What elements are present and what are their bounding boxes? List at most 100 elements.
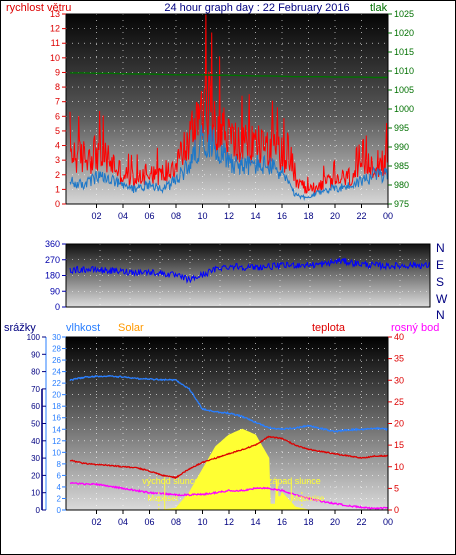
moonset-label: Moonset: [147, 494, 178, 503]
humidity-tick-label: 24: [52, 368, 61, 377]
climate-x-tick-label: 18: [303, 517, 313, 527]
humidity-tick-label: 22: [52, 379, 61, 388]
graph-title: 24 hour graph day : 22 February 2016: [164, 2, 349, 14]
compass-label: N: [436, 308, 445, 322]
wind-x-tick-label: 22: [356, 211, 366, 221]
direction-tick-label: 90: [50, 286, 60, 296]
rain-tick-label: 30: [31, 454, 40, 463]
climate-x-tick-label: 22: [356, 517, 366, 527]
wind-tick-label: 2: [55, 170, 60, 180]
humidity-tick-label: 10: [52, 448, 61, 457]
climate-x-tick-label: 20: [330, 517, 340, 527]
wind-marks: [69, 13, 389, 201]
pressure-tick-label: 1005: [394, 85, 414, 95]
humidity-tick-label: 2: [57, 494, 62, 503]
temperature-label: teplota: [312, 322, 346, 334]
wind-speed-line: [69, 13, 389, 196]
temperature-tick-label: 0: [394, 505, 399, 515]
humidity-tick-label: 28: [52, 345, 61, 354]
pressure-tick-label: 1015: [394, 47, 414, 57]
rain-tick-label: 20: [31, 471, 40, 480]
rain-tick-label: 10: [31, 489, 40, 498]
pressure-tick-label: 980: [394, 180, 409, 190]
wind-axes: 0123456789101112139759809859909951000100…: [50, 9, 414, 221]
rain-tick-label: 90: [31, 350, 40, 359]
compass-label: E: [436, 258, 444, 272]
climate-x-tick-label: 10: [197, 517, 207, 527]
humidity-tick-label: 16: [52, 414, 61, 423]
wind-x-tick-label: 10: [197, 211, 207, 221]
temperature-line: [69, 435, 389, 480]
humidity-temperature-panel: východ slunce západ slunce Moonset Moonrise…: [27, 332, 404, 527]
direction-tick-label: 180: [45, 271, 60, 281]
wind-tick-label: 9: [55, 67, 60, 77]
wind-tick-label: 6: [55, 111, 60, 121]
wind-tick-label: 1: [55, 184, 60, 194]
wind-tick-label: 13: [50, 9, 60, 19]
rain-label: srážky: [4, 322, 36, 334]
humidity-tick-label: 30: [52, 333, 61, 342]
pressure-tick-label: 975: [394, 199, 409, 209]
solar-label: Solar: [118, 322, 144, 334]
humidity-tick-label: 14: [52, 425, 61, 434]
temperature-tick-label: 35: [394, 354, 404, 364]
direction-marks: [69, 257, 431, 284]
wind-tick-label: 3: [55, 155, 60, 165]
sunrise-label: východ slunce: [142, 476, 199, 486]
humidity-tick-label: 6: [57, 471, 62, 480]
wind-tick-label: 5: [55, 126, 60, 136]
climate-x-tick-label: 06: [144, 517, 154, 527]
temperature-tick-label: 10: [394, 462, 404, 472]
climate-marks: východ slunce západ slunce Moonset Moonrise: [69, 374, 389, 511]
wind-x-tick-label: 20: [330, 211, 340, 221]
gust-speed-line: [69, 125, 389, 201]
temperature-tick-label: 25: [394, 397, 404, 407]
wind-x-tick-label: 18: [303, 211, 313, 221]
compass-label: S: [436, 275, 444, 289]
humidity-tick-label: 0: [57, 506, 62, 515]
dew-point-label: rosný bod: [391, 322, 439, 334]
wind-x-tick-label: 14: [250, 211, 260, 221]
climate-x-tick-label: 04: [118, 517, 128, 527]
wind-plot-background: [66, 14, 388, 204]
temperature-tick-label: 5: [394, 483, 399, 493]
humidity-tick-label: 20: [52, 391, 61, 400]
pressure-tick-label: 1000: [394, 104, 414, 114]
wind-tick-label: 4: [55, 141, 60, 151]
sunset-label: západ slunce: [268, 476, 321, 486]
rain-tick-label: 70: [31, 385, 40, 394]
humidity-tick-label: 8: [57, 460, 62, 469]
wind-x-tick-label: 04: [118, 211, 128, 221]
temperature-tick-label: 20: [394, 419, 404, 429]
climate-x-tick-label: 02: [91, 517, 101, 527]
pressure-tick-label: 1020: [394, 28, 414, 38]
moonrise-label: Moonrise: [291, 494, 324, 503]
climate-x-tick-label: 08: [171, 517, 181, 527]
direction-tick-label: 270: [45, 255, 60, 265]
dew-point-line: [69, 481, 389, 510]
wind-speed-label: rychlost větru: [6, 2, 71, 14]
wind-tick-label: 0: [55, 199, 60, 209]
temperature-tick-label: 30: [394, 375, 404, 385]
humidity-tick-label: 18: [52, 402, 61, 411]
compass-label: N: [436, 241, 445, 255]
climate-x-tick-label: 16: [277, 517, 287, 527]
climate-x-tick-label: 12: [224, 517, 234, 527]
wind-x-tick-label: 16: [277, 211, 287, 221]
rain-tick-label: 80: [31, 368, 40, 377]
wind-direction-line: [69, 257, 431, 284]
pressure-tick-label: 985: [394, 161, 409, 171]
rain-tick-label: 50: [31, 420, 40, 429]
wind-x-tick-label: 08: [171, 211, 181, 221]
rain-tick-label: 0: [36, 506, 41, 515]
wind-tick-label: 11: [51, 38, 60, 48]
temperature-tick-label: 40: [394, 332, 404, 342]
compass-label: W: [436, 292, 448, 306]
climate-x-tick-label: 14: [250, 517, 260, 527]
direction-tick-label: 360: [45, 239, 60, 249]
rain-tick-label: 40: [31, 437, 40, 446]
humidity-tick-label: 12: [52, 437, 61, 446]
